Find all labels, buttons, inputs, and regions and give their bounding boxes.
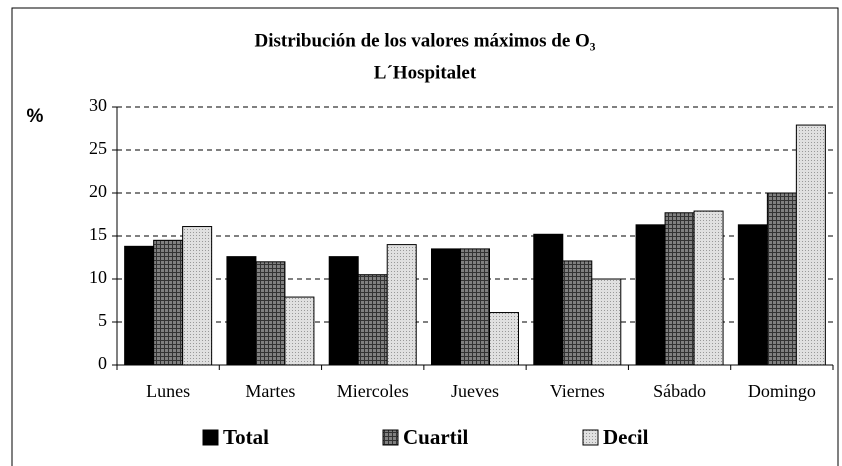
bar	[766, 192, 797, 366]
y-tick-label: 0	[98, 353, 107, 373]
bar	[562, 260, 593, 366]
legend-label: Decil	[603, 425, 649, 449]
bar	[431, 248, 461, 366]
bar	[737, 224, 768, 366]
bar	[357, 274, 388, 366]
bar	[124, 245, 155, 366]
bar	[533, 233, 564, 366]
y-tick-label: 10	[89, 267, 107, 287]
x-tick-label: Sábado	[653, 381, 706, 401]
bar	[460, 248, 490, 366]
x-tick-label: Domingo	[748, 381, 816, 401]
bar	[693, 210, 724, 366]
x-tick-label: Martes	[245, 381, 295, 401]
x-tick-label: Viernes	[550, 381, 605, 401]
bar	[226, 256, 257, 366]
bar	[182, 226, 213, 366]
bar	[328, 256, 359, 366]
chart-subtitle: L´Hospitalet	[374, 62, 477, 83]
x-tick-label: Jueves	[451, 381, 499, 401]
chart-title: Distribución de los valores máximos de O…	[254, 30, 595, 51]
bar	[664, 212, 695, 366]
y-axis-label: %	[27, 106, 44, 127]
legend-swatch	[582, 429, 599, 446]
bar	[489, 312, 519, 366]
y-tick-label: 25	[89, 138, 107, 158]
bar	[591, 278, 622, 366]
bar	[284, 296, 315, 366]
bar	[153, 239, 184, 366]
bar	[386, 244, 417, 366]
x-tick-label: Lunes	[146, 381, 190, 401]
bar	[635, 224, 666, 366]
bar	[255, 261, 286, 366]
legend-label: Total	[223, 425, 269, 449]
legend-swatch	[382, 429, 399, 446]
legend-swatch	[202, 429, 219, 446]
y-tick-label: 15	[89, 224, 107, 244]
bar	[795, 124, 826, 366]
legend-label: Cuartil	[403, 425, 468, 449]
y-tick-label: 20	[89, 181, 107, 201]
y-tick-label: 30	[89, 95, 107, 115]
y-tick-label: 5	[98, 310, 107, 330]
x-tick-label: Miercoles	[337, 381, 409, 401]
